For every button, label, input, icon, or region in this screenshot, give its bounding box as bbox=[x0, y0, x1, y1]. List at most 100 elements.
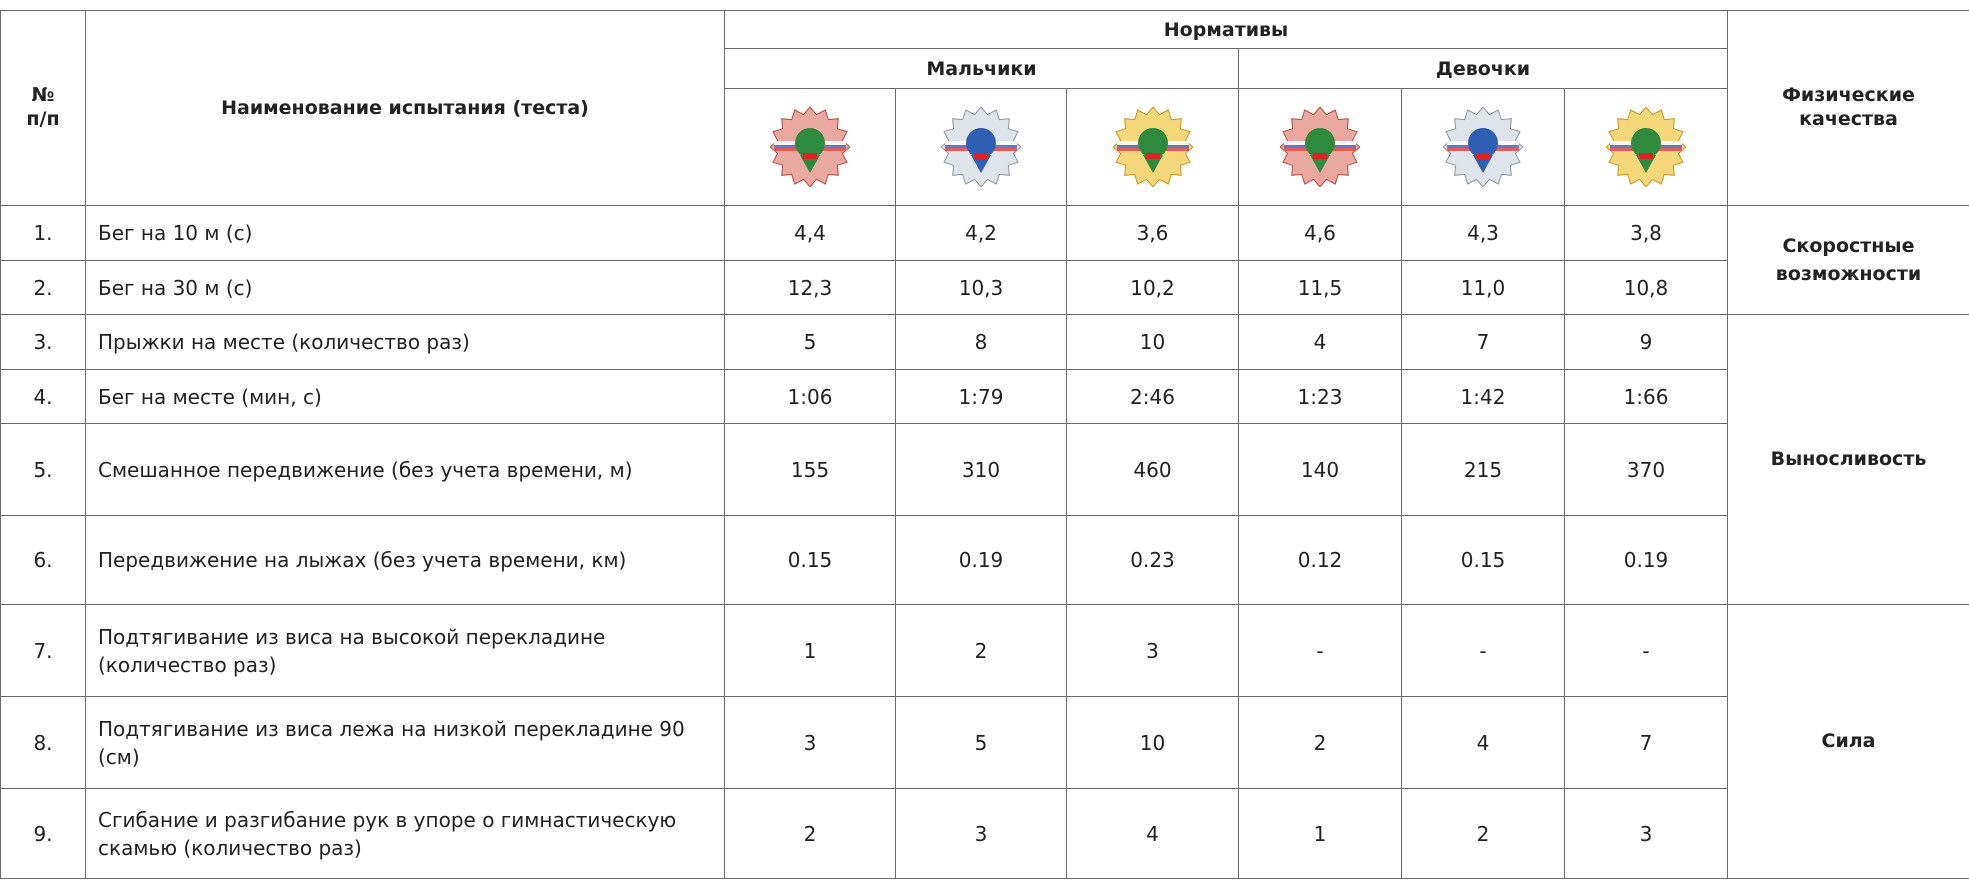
norm-value: 4,2 bbox=[896, 206, 1067, 261]
norm-value: 1 bbox=[1239, 789, 1402, 879]
norm-value: 10,3 bbox=[896, 261, 1067, 315]
norm-value: 0.15 bbox=[725, 516, 896, 605]
norm-value: - bbox=[1239, 605, 1402, 697]
norm-value: 0.23 bbox=[1067, 516, 1239, 605]
medal-cell bbox=[1239, 89, 1402, 206]
page: {"header": {"number": "№\nп/п", "name": … bbox=[0, 10, 1969, 888]
test-name: Бег на 30 м (с) bbox=[86, 261, 725, 315]
norm-value: 2 bbox=[1402, 789, 1565, 879]
medal-cell bbox=[1067, 89, 1239, 206]
test-name: Прыжки на месте (количество раз) bbox=[86, 315, 725, 370]
norm-value: 460 bbox=[1067, 424, 1239, 516]
data-row: 9.Сгибание и разгибание рук в упоре о ги… bbox=[1, 789, 1969, 879]
norm-value: 8 bbox=[896, 315, 1067, 370]
norm-value: 1:06 bbox=[725, 370, 896, 424]
norm-value: 140 bbox=[1239, 424, 1402, 516]
norm-value: 0.19 bbox=[1565, 516, 1728, 605]
physical-quality: Выносливость bbox=[1728, 315, 1969, 605]
data-row: 5.Смешанное передвижение (без учета врем… bbox=[1, 424, 1969, 516]
norm-value: 2 bbox=[725, 789, 896, 879]
row-number: 4. bbox=[1, 370, 86, 424]
norm-value: 10 bbox=[1067, 697, 1239, 789]
norm-value: 7 bbox=[1565, 697, 1728, 789]
norm-value: 3 bbox=[1565, 789, 1728, 879]
test-name: Передвижение на лыжах (без учета времени… bbox=[86, 516, 725, 605]
norm-value: 3,6 bbox=[1067, 206, 1239, 261]
norm-value: - bbox=[1565, 605, 1728, 697]
norm-value: 10,8 bbox=[1565, 261, 1728, 315]
norm-value: 7 bbox=[1402, 315, 1565, 370]
row-number: 2. bbox=[1, 261, 86, 315]
medal-icon bbox=[1443, 107, 1523, 187]
norm-value: 155 bbox=[725, 424, 896, 516]
boys-header: Мальчики bbox=[725, 49, 1239, 89]
norm-value: 0.15 bbox=[1402, 516, 1565, 605]
test-name: Сгибание и разгибание рук в упоре о гимн… bbox=[86, 789, 725, 879]
test-name: Подтягивание из виса лежа на низкой пере… bbox=[86, 697, 725, 789]
medal-icon bbox=[1280, 107, 1360, 187]
norm-value: 1 bbox=[725, 605, 896, 697]
norm-value: 9 bbox=[1565, 315, 1728, 370]
physical-quality: Сила bbox=[1728, 605, 1969, 879]
norm-value: 370 bbox=[1565, 424, 1728, 516]
norm-value: 4,6 bbox=[1239, 206, 1402, 261]
norms-header: Нормативы bbox=[725, 11, 1728, 49]
norm-value: 12,3 bbox=[725, 261, 896, 315]
norm-value: 4,3 bbox=[1402, 206, 1565, 261]
row-number: 6. bbox=[1, 516, 86, 605]
norm-value: 1:42 bbox=[1402, 370, 1565, 424]
norm-value: 2:46 bbox=[1067, 370, 1239, 424]
data-row: 6.Передвижение на лыжах (без учета време… bbox=[1, 516, 1969, 605]
norm-value: 5 bbox=[896, 697, 1067, 789]
medal-icon bbox=[1113, 107, 1193, 187]
medal-icon bbox=[941, 107, 1021, 187]
test-name: Бег на месте (мин, с) bbox=[86, 370, 725, 424]
row-number: 8. bbox=[1, 697, 86, 789]
norm-value: 4 bbox=[1402, 697, 1565, 789]
norm-value: 3 bbox=[1067, 605, 1239, 697]
norm-value: 11,5 bbox=[1239, 261, 1402, 315]
row-number: 9. bbox=[1, 789, 86, 879]
data-row: 8.Подтягивание из виса лежа на низкой пе… bbox=[1, 697, 1969, 789]
norm-value: 0.19 bbox=[896, 516, 1067, 605]
row-number: 1. bbox=[1, 206, 86, 261]
norm-value: 1:23 bbox=[1239, 370, 1402, 424]
norm-value: 5 bbox=[725, 315, 896, 370]
medal-cell bbox=[1565, 89, 1728, 206]
test-name: Подтягивание из виса на высокой переклад… bbox=[86, 605, 725, 697]
norm-value: 4 bbox=[1239, 315, 1402, 370]
norm-value: 10 bbox=[1067, 315, 1239, 370]
girls-header: Девочки bbox=[1239, 49, 1728, 89]
header-row: № п/п Наименование испытания (теста) Нор… bbox=[1, 11, 1969, 49]
norm-value: 1:66 bbox=[1565, 370, 1728, 424]
norm-value: 3 bbox=[725, 697, 896, 789]
norm-value: 4 bbox=[1067, 789, 1239, 879]
norm-value: 11,0 bbox=[1402, 261, 1565, 315]
test-name: Смешанное передвижение (без учета времен… bbox=[86, 424, 725, 516]
norm-value: 215 bbox=[1402, 424, 1565, 516]
norm-value: 4,4 bbox=[725, 206, 896, 261]
norm-value: 2 bbox=[896, 605, 1067, 697]
medal-icon bbox=[770, 107, 850, 187]
norm-value: 0.12 bbox=[1239, 516, 1402, 605]
table-head: № п/п Наименование испытания (теста) Нор… bbox=[1, 11, 1969, 206]
qualities-header: Физические качества bbox=[1728, 11, 1969, 206]
norm-value: 3,8 bbox=[1565, 206, 1728, 261]
test-name: Бег на 10 м (с) bbox=[86, 206, 725, 261]
norm-value: 10,2 bbox=[1067, 261, 1239, 315]
norm-value: - bbox=[1402, 605, 1565, 697]
data-row: 7.Подтягивание из виса на высокой перекл… bbox=[1, 605, 1969, 697]
number-header: № п/п bbox=[1, 11, 86, 206]
norm-value: 310 bbox=[896, 424, 1067, 516]
physical-quality: Скоростные возможности bbox=[1728, 206, 1969, 315]
norms-table: № п/п Наименование испытания (теста) Нор… bbox=[0, 10, 1969, 879]
norm-value: 1:79 bbox=[896, 370, 1067, 424]
name-header: Наименование испытания (теста) bbox=[86, 11, 725, 206]
medal-cell bbox=[725, 89, 896, 206]
row-number: 3. bbox=[1, 315, 86, 370]
